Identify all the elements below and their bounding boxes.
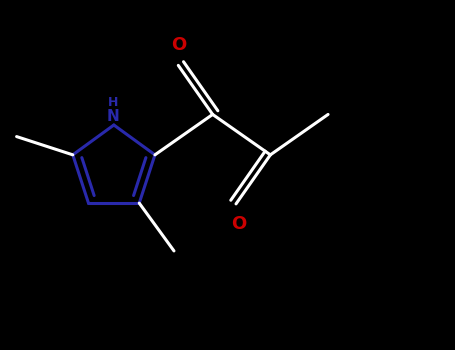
Text: O: O: [171, 36, 186, 54]
Text: O: O: [231, 215, 246, 233]
Text: H: H: [108, 96, 118, 109]
Text: N: N: [106, 109, 119, 124]
